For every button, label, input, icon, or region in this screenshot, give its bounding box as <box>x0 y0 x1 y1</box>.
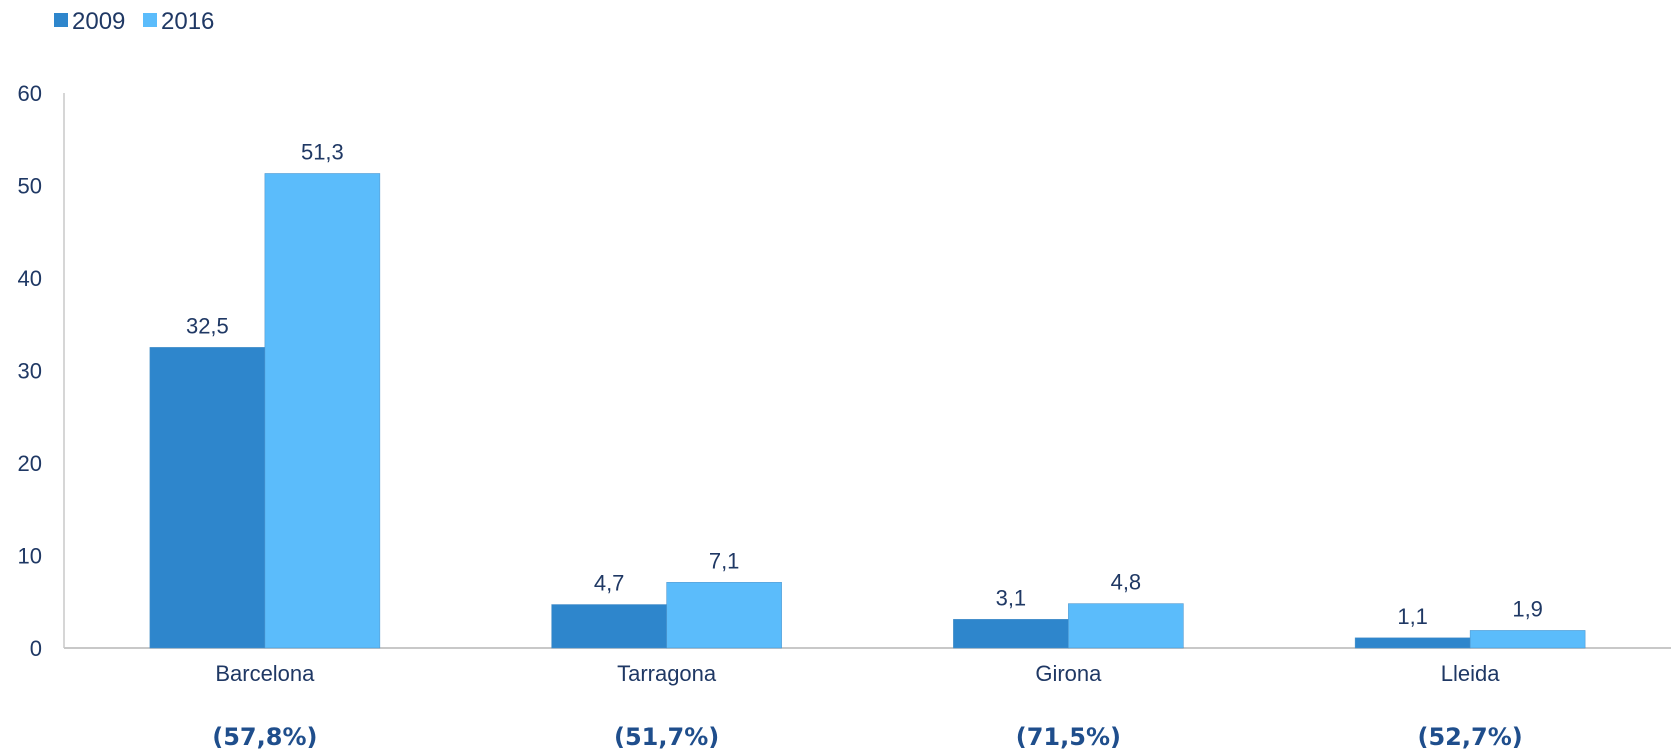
bar-girona-2016 <box>1068 603 1184 649</box>
bar-girona-2009 <box>953 619 1069 649</box>
category-label-tarragona: Tarragona <box>617 661 717 686</box>
data-labels: 32,5 51,3 4,7 7,1 3,1 4,8 1,1 1,9 <box>186 139 1543 628</box>
legend-swatch-2009 <box>54 13 68 27</box>
data-label-tarragona-2016: 7,1 <box>709 548 740 573</box>
y-tick-label: 50 <box>18 174 42 199</box>
bar-barcelona-2009 <box>149 347 266 649</box>
bar-lleida-2009 <box>1354 637 1471 649</box>
category-label-girona: Girona <box>1035 661 1102 686</box>
data-label-girona-2016: 4,8 <box>1111 570 1142 595</box>
legend: 2009 2016 <box>54 8 214 35</box>
legend-label-2016: 2016 <box>161 8 214 35</box>
legend-label-2009: 2009 <box>72 8 125 35</box>
data-label-barcelona-2016: 51,3 <box>301 139 344 164</box>
data-label-tarragona-2009: 4,7 <box>594 571 625 596</box>
share-label-lleida: (52,7%) <box>1418 723 1523 751</box>
bars <box>149 173 1586 649</box>
y-axis: 0 10 20 30 40 50 60 <box>18 81 65 661</box>
y-tick-label: 30 <box>18 359 42 384</box>
bar-tarragona-2009 <box>551 604 667 649</box>
category-label-lleida: Lleida <box>1441 661 1500 686</box>
y-tick-label: 60 <box>18 81 42 106</box>
share-label-tarragona: (51,7%) <box>614 723 719 751</box>
data-label-lleida-2016: 1,9 <box>1512 596 1543 621</box>
data-label-barcelona-2009: 32,5 <box>186 313 229 338</box>
legend-swatch-2016 <box>143 13 157 27</box>
data-label-girona-2009: 3,1 <box>996 585 1027 610</box>
y-tick-label: 20 <box>18 451 42 476</box>
y-tick-label: 0 <box>30 636 42 661</box>
category-label-barcelona: Barcelona <box>215 661 315 686</box>
bar-tarragona-2016 <box>666 582 782 649</box>
y-tick-label: 10 <box>18 544 42 569</box>
share-label-girona: (71,5%) <box>1016 723 1121 751</box>
bar-barcelona-2016 <box>264 173 381 649</box>
bar-lleida-2016 <box>1469 630 1586 649</box>
share-label-barcelona: (57,8%) <box>212 723 317 751</box>
x-axis: Barcelona (57,8%) Tarragona (51,7%) Girona (7… <box>64 647 1671 751</box>
y-tick-label: 40 <box>18 266 42 291</box>
data-label-lleida-2009: 1,1 <box>1397 604 1428 629</box>
